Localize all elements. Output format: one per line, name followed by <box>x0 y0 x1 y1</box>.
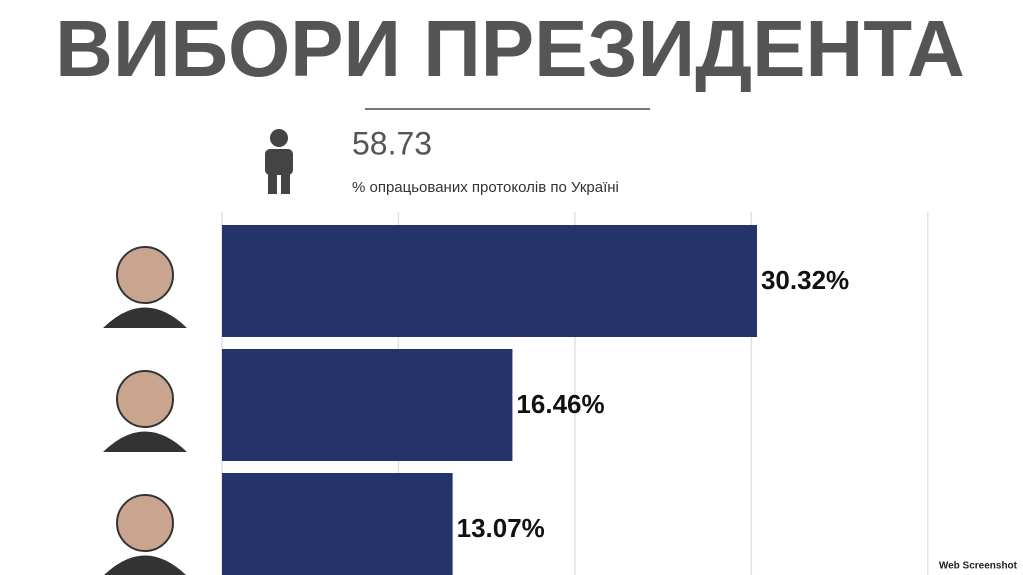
portrait-face <box>116 370 174 428</box>
watermark: Web Screenshot <box>939 561 1018 572</box>
value-label: 16.46% <box>516 389 604 419</box>
annotation: 58.73 <box>352 125 432 161</box>
portrait-face <box>116 494 174 552</box>
portrait-body <box>103 307 187 328</box>
value-label: 13.07% <box>457 513 545 543</box>
bar <box>222 349 513 461</box>
portrait-body <box>103 431 187 452</box>
portrait-body <box>104 555 186 575</box>
subtitle: % опрацьованих протоколів по Україні <box>352 179 619 196</box>
portraits <box>103 246 187 575</box>
portrait-face <box>116 246 174 304</box>
value-label: 30.32% <box>761 265 849 295</box>
chart-title: ВИБОРИ ПРЕЗИДЕНТА <box>55 4 965 93</box>
bar <box>222 473 453 575</box>
bar <box>222 225 757 337</box>
person-icon <box>265 129 293 194</box>
